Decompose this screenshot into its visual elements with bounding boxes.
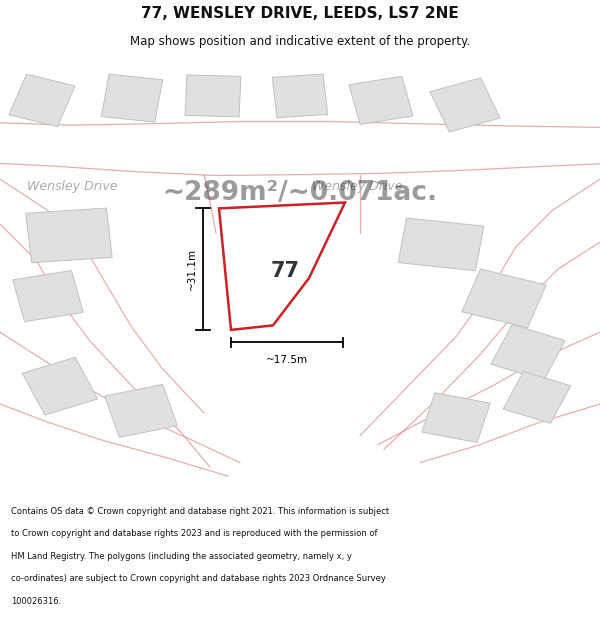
Polygon shape bbox=[349, 76, 413, 124]
Polygon shape bbox=[22, 357, 98, 415]
Text: 77: 77 bbox=[271, 261, 299, 281]
Text: Wensley Drive: Wensley Drive bbox=[27, 180, 118, 193]
Polygon shape bbox=[430, 78, 500, 132]
Polygon shape bbox=[9, 74, 75, 127]
Text: Wensley Drive: Wensley Drive bbox=[312, 180, 403, 193]
Polygon shape bbox=[398, 218, 484, 271]
Text: 100026316.: 100026316. bbox=[11, 597, 61, 606]
Polygon shape bbox=[491, 324, 565, 380]
Polygon shape bbox=[185, 75, 241, 117]
Polygon shape bbox=[101, 74, 163, 122]
Text: ~31.1m: ~31.1m bbox=[187, 248, 197, 290]
Polygon shape bbox=[13, 271, 83, 322]
Text: HM Land Registry. The polygons (including the associated geometry, namely x, y: HM Land Registry. The polygons (includin… bbox=[11, 552, 352, 561]
Text: co-ordinates) are subject to Crown copyright and database rights 2023 Ordnance S: co-ordinates) are subject to Crown copyr… bbox=[11, 574, 386, 583]
Text: ~17.5m: ~17.5m bbox=[266, 354, 308, 364]
Polygon shape bbox=[219, 202, 345, 330]
Polygon shape bbox=[272, 74, 328, 118]
Polygon shape bbox=[503, 371, 571, 423]
Text: to Crown copyright and database rights 2023 and is reproduced with the permissio: to Crown copyright and database rights 2… bbox=[11, 529, 377, 538]
Text: ~289m²/~0.071ac.: ~289m²/~0.071ac. bbox=[163, 179, 437, 206]
Polygon shape bbox=[26, 208, 112, 262]
Text: Contains OS data © Crown copyright and database right 2021. This information is : Contains OS data © Crown copyright and d… bbox=[11, 507, 389, 516]
Polygon shape bbox=[422, 392, 490, 442]
Polygon shape bbox=[462, 269, 546, 328]
Text: Map shows position and indicative extent of the property.: Map shows position and indicative extent… bbox=[130, 35, 470, 48]
Polygon shape bbox=[104, 384, 178, 438]
Text: 77, WENSLEY DRIVE, LEEDS, LS7 2NE: 77, WENSLEY DRIVE, LEEDS, LS7 2NE bbox=[141, 6, 459, 21]
